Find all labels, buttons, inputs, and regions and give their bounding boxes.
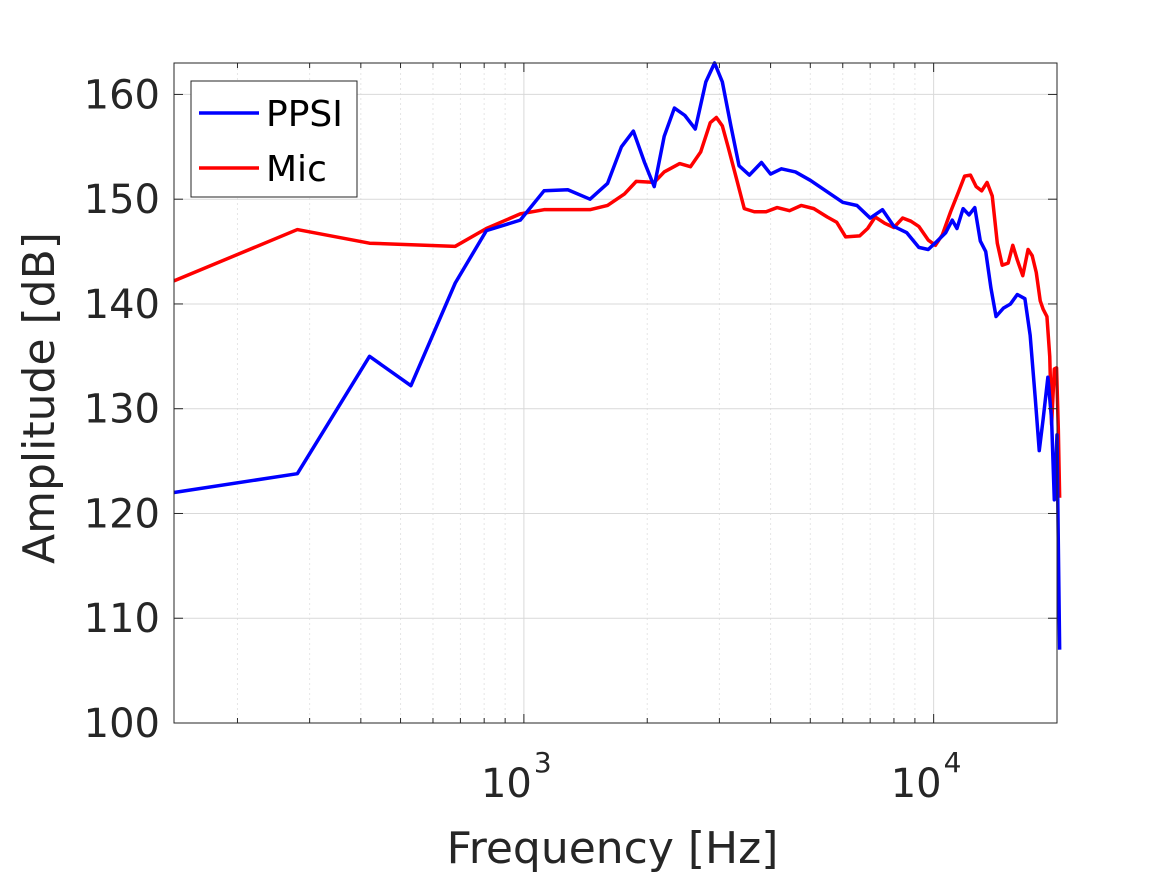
y-tick-label: 140 [84,282,160,328]
y-tick-label: 150 [84,177,160,223]
series-lines [173,61,1062,650]
x-axis-label: Frequency [Hz] [447,823,779,874]
x-tick-label-exponent: 3 [534,746,552,779]
y-tick-label: 100 [84,701,160,747]
x-tick-label-base: 10 [481,761,532,807]
y-tick-label: 120 [84,491,160,537]
x-axis-ticks: 10 3 10 4 [481,63,961,807]
series-line-mic [173,115,1062,498]
legend-label-mic: Mic [266,149,327,190]
x-tick-label-base: 10 [891,761,942,807]
y-tick-label: 130 [84,387,160,433]
y-axis-ticks: 100 110 120 130 140 150 160 [84,72,1057,747]
legend: PPSI Mic [190,80,358,198]
y-tick-label: 160 [84,72,160,118]
series-line-ppsi [173,61,1062,650]
legend-label-ppsi: PPSI [266,94,343,135]
x-tick-label-exponent: 4 [944,746,962,779]
y-tick-label: 110 [84,596,160,642]
plot-area-frame [173,62,1058,724]
legend-box [190,80,358,198]
y-axis-label: Amplitude [dB] [14,232,65,564]
major-grid [174,63,1057,723]
